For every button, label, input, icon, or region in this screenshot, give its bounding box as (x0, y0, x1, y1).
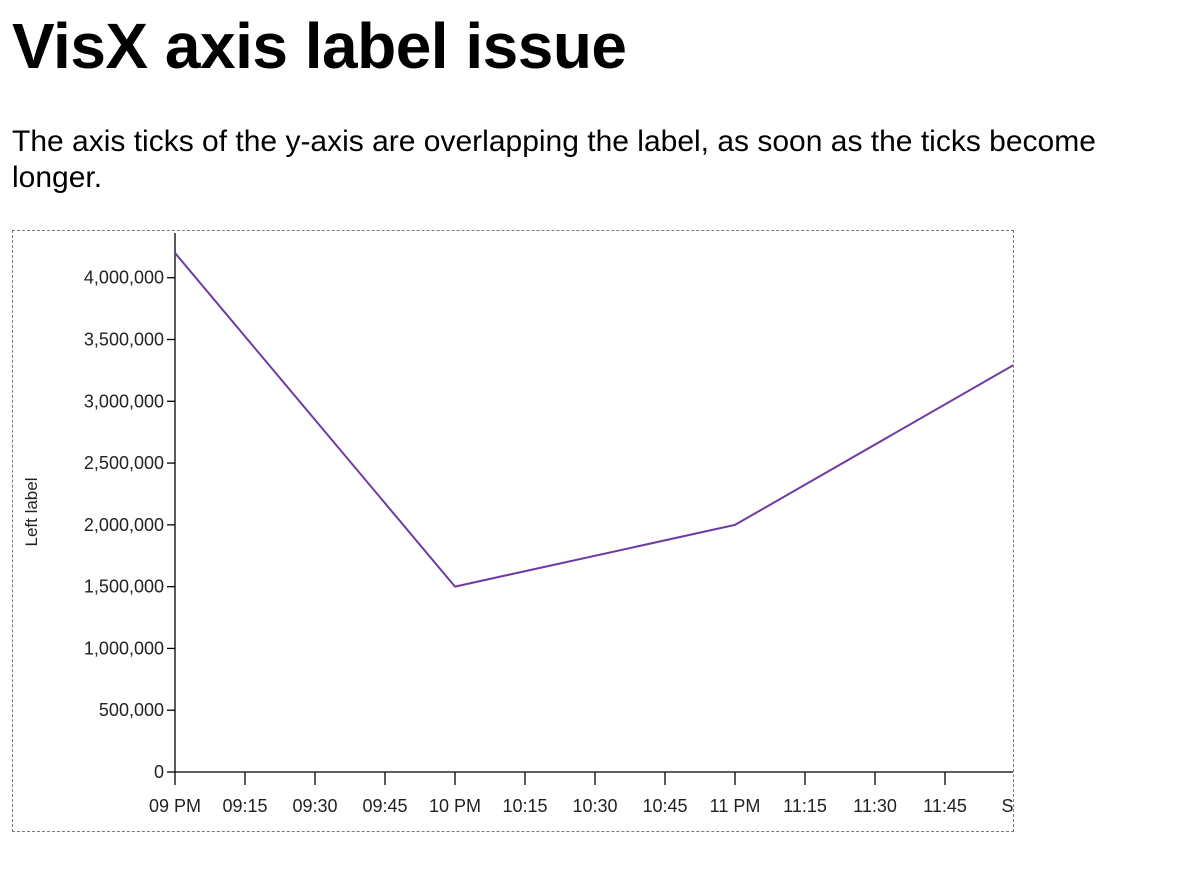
series-line-0 (174, 252, 1013, 588)
x-tick-label: 10 PM (429, 796, 481, 816)
x-tick-label: 11:30 (853, 796, 897, 816)
y-tick-label: 3,500,000 (84, 330, 164, 350)
y-tick-label: 1,500,000 (84, 577, 164, 597)
y-tick-label: 0 (154, 762, 164, 782)
page-description: The axis ticks of the y-axis are overlap… (12, 125, 1096, 194)
y-tick-label: 3,000,000 (84, 391, 164, 411)
y-tick-label: 4,000,000 (84, 268, 164, 288)
x-tick-label: 10:15 (502, 796, 547, 816)
y-axis: 0 500,000 1,000,000 1,500,000 2,000,000 2,500… (84, 233, 176, 782)
x-tick-label: 09 PM (149, 796, 201, 816)
x-tick-label: Sat (1001, 796, 1013, 816)
y-tick-label: 2,000,000 (84, 515, 164, 535)
x-tick-label: 11:15 (783, 796, 827, 816)
y-tick-label: 2,500,000 (84, 453, 164, 473)
x-axis: 09 PM 09:15 09:30 09:45 10 PM 10:15 10:30 10:45… (149, 771, 1013, 816)
line-chart: 0 500,000 1,000,000 1,500,000 2,000,000 2,500… (22, 233, 1013, 816)
x-tick-label: 09:15 (222, 796, 267, 816)
page-title: VisX axis label issue (12, 10, 627, 82)
x-tick-label: 10:30 (572, 796, 617, 816)
y-tick-label: 500,000 (99, 700, 164, 720)
x-tick-label: 09:45 (362, 796, 407, 816)
x-tick-label: 09:30 (292, 796, 337, 816)
x-tick-label: 10:45 (642, 796, 687, 816)
series-layer (174, 252, 1013, 588)
y-axis-title: Left label (22, 478, 41, 547)
x-tick-label: 11 PM (710, 796, 761, 816)
y-tick-label: 1,000,000 (84, 638, 164, 658)
x-tick-label: 11:45 (923, 796, 967, 816)
chart-frame: 0 500,000 1,000,000 1,500,000 2,000,000 2,500… (12, 230, 1014, 832)
